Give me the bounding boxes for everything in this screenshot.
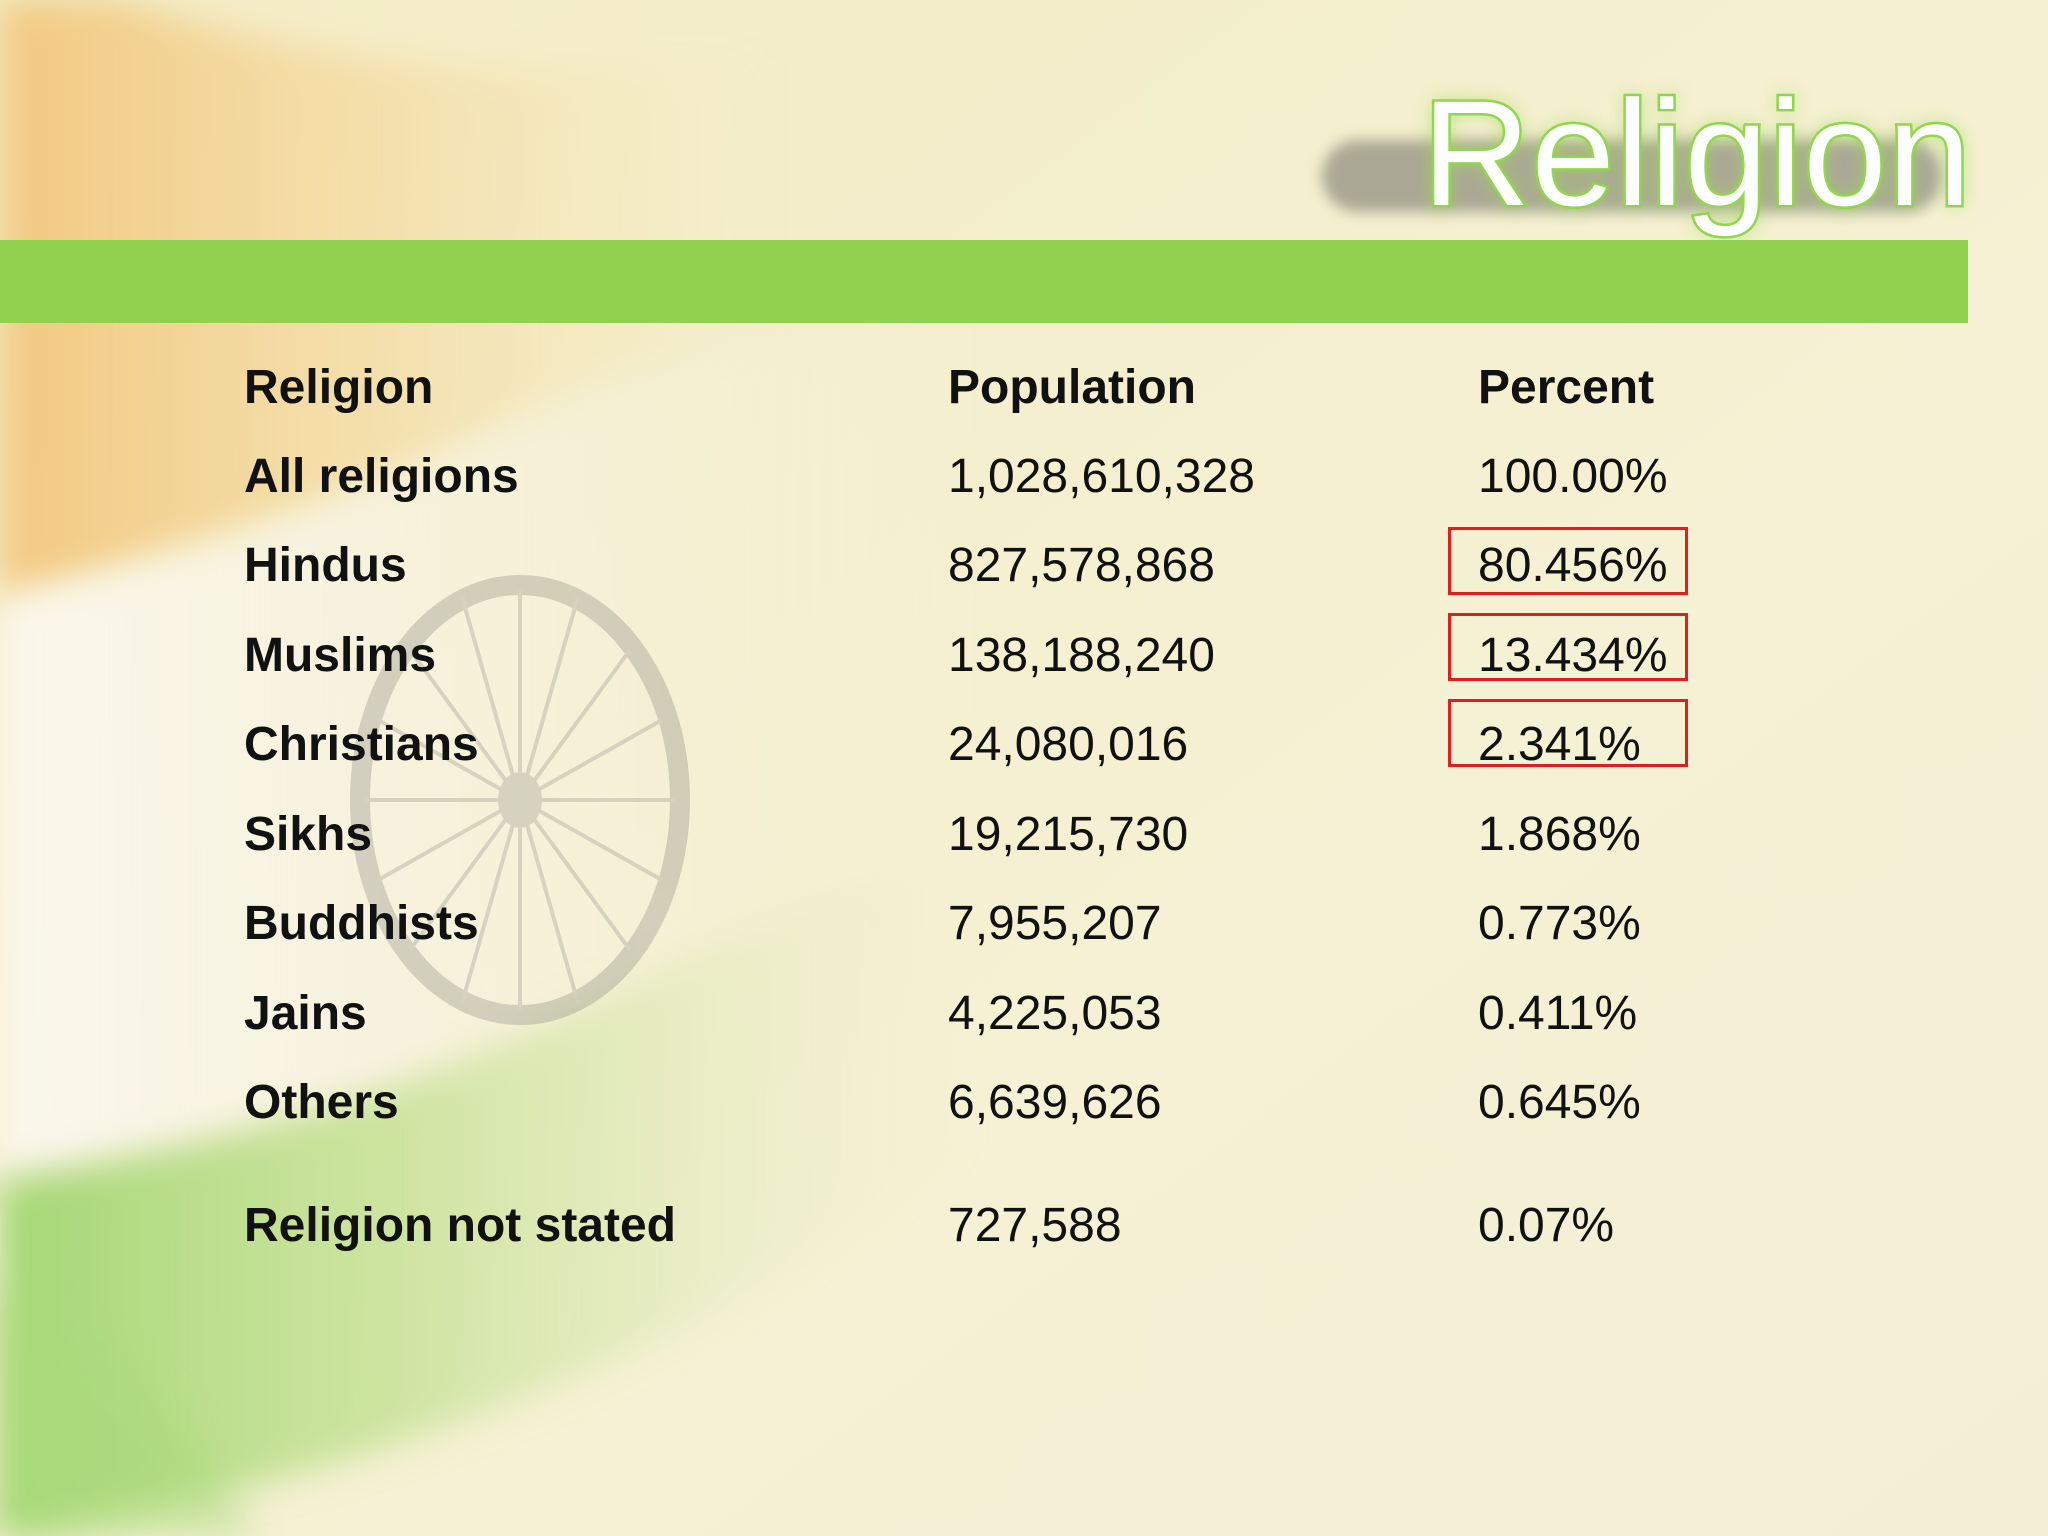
row-population: 19,215,730 [948, 808, 1189, 861]
row-religion: Muslims [244, 629, 437, 682]
title-shadow [1322, 140, 1942, 212]
row-religion: Hindus [244, 539, 407, 592]
row-population: 7,955,207 [948, 897, 1162, 950]
highlight-box-hindus [1448, 527, 1688, 595]
row-religion: Buddhists [244, 897, 479, 950]
row-population: 6,639,626 [948, 1076, 1162, 1129]
row-religion: Religion not stated [244, 1199, 676, 1252]
row-percent: 0.645% [1478, 1076, 1641, 1129]
header-religion: Religion [244, 361, 434, 414]
row-religion: Christians [244, 718, 479, 771]
row-religion: Others [244, 1076, 399, 1129]
row-percent: 0.07% [1478, 1199, 1615, 1252]
row-population: 827,578,868 [948, 539, 1215, 592]
row-religion: All religions [244, 450, 519, 503]
title-accent-bar [0, 240, 1968, 323]
row-percent: 1.868% [1478, 808, 1641, 861]
row-population: 727,588 [948, 1199, 1122, 1252]
row-population: 4,225,053 [948, 987, 1162, 1040]
row-percent: 13.434% [1478, 629, 1668, 682]
row-population: 138,188,240 [948, 629, 1215, 682]
highlight-box-christians [1448, 699, 1688, 767]
row-population: 24,080,016 [948, 718, 1189, 771]
chakra-wheel [350, 575, 690, 1025]
row-percent: 80.456% [1478, 539, 1668, 592]
row-percent: 2.341% [1478, 718, 1641, 771]
slide-title: Religion [1420, 69, 1974, 237]
header-population: Population [948, 361, 1196, 414]
header-percent: Percent [1478, 361, 1655, 414]
row-percent: 0.411% [1478, 987, 1638, 1040]
row-population: 1,028,610,328 [948, 450, 1255, 503]
row-religion: Sikhs [244, 808, 373, 861]
row-percent: 100.00% [1478, 450, 1668, 503]
row-religion: Jains [244, 987, 367, 1040]
row-percent: 0.773% [1478, 897, 1641, 950]
highlight-box-muslims [1448, 613, 1688, 681]
